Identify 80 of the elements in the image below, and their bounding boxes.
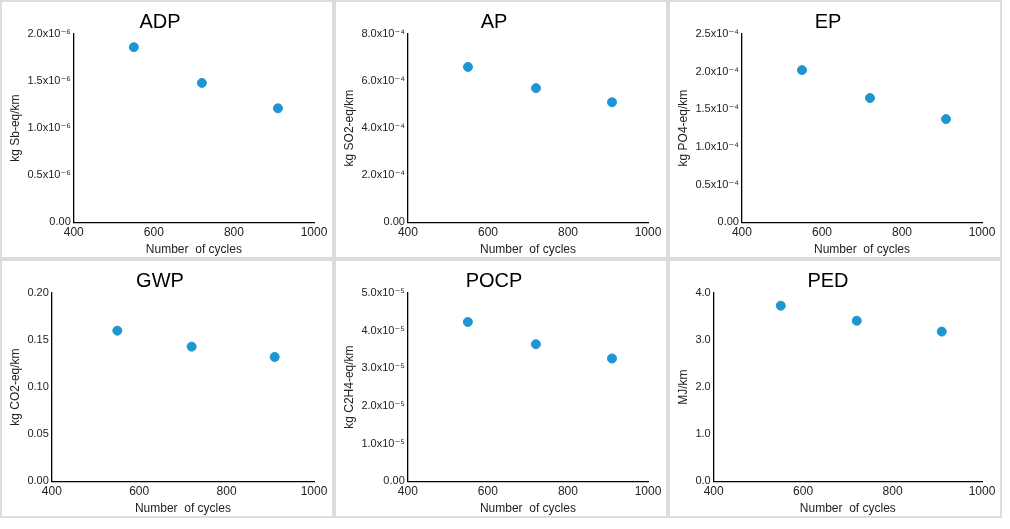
y-axis-title: kg C2H4-eq/km bbox=[341, 345, 356, 429]
x-tick-label: 1000 bbox=[634, 483, 662, 498]
y-tick-label: 4.0x10⁻⁵ bbox=[361, 323, 405, 336]
x-tick-label: 1000 bbox=[634, 224, 662, 239]
y-axis-title: kg CO2-eq/km bbox=[7, 348, 22, 426]
x-tick-label: 600 bbox=[477, 483, 499, 498]
y-axis-title: MJ/km bbox=[675, 369, 690, 405]
y-tick-label: 0.05 bbox=[27, 427, 49, 440]
y-tick-label: 1.0x10⁻⁴ bbox=[695, 139, 740, 152]
chart-title: PED bbox=[807, 268, 849, 291]
x-axis-title: Number of cycles bbox=[479, 242, 576, 257]
x-tick-label: 800 bbox=[882, 483, 903, 498]
x-axis-title: Number of cycles bbox=[813, 242, 910, 257]
y-tick-label: 3.0x10⁻⁵ bbox=[361, 361, 405, 374]
point bbox=[775, 300, 786, 311]
y-tick-label: 6.0x10⁻⁴ bbox=[361, 74, 406, 87]
point bbox=[796, 65, 807, 76]
x-tick-label: 800 bbox=[557, 224, 579, 239]
y-tick-label: 2.5x10⁻⁴ bbox=[695, 27, 740, 40]
point bbox=[940, 114, 951, 125]
y-tick-label: 1.0x10⁻⁵ bbox=[361, 436, 405, 449]
x-axis-title: Number of cycles bbox=[479, 501, 576, 516]
chart-title: POCP bbox=[465, 268, 523, 291]
x-tick-label: 600 bbox=[793, 483, 814, 498]
x-tick-label: 800 bbox=[557, 483, 579, 498]
point bbox=[851, 315, 862, 326]
x-axis-title: Number of cycles bbox=[799, 501, 896, 516]
chart-title: ADP bbox=[139, 9, 181, 32]
y-tick-label: 0.5x10⁻⁶ bbox=[27, 168, 71, 181]
point bbox=[186, 341, 197, 352]
x-axis-title: Number of cycles bbox=[134, 501, 231, 516]
chart-title: AP bbox=[480, 9, 508, 32]
x-tick-label: 800 bbox=[223, 224, 245, 239]
x-tick-label: 1000 bbox=[968, 224, 996, 239]
x-tick-label: 800 bbox=[216, 483, 237, 498]
point bbox=[272, 103, 283, 114]
y-tick-label: 1.5x10⁻⁴ bbox=[695, 102, 740, 115]
y-tick-label: 2.0x10⁻⁵ bbox=[361, 398, 405, 411]
point bbox=[128, 42, 139, 53]
point bbox=[112, 325, 123, 336]
point bbox=[530, 83, 541, 94]
y-axis-title: kg SO2-eq/km bbox=[341, 89, 356, 167]
y-tick-label: 3.0 bbox=[695, 333, 711, 346]
y-tick-label: 8.0x10⁻⁴ bbox=[361, 27, 406, 40]
y-tick-label: 1.0x10⁻⁶ bbox=[27, 121, 71, 134]
y-tick-label: 0.10 bbox=[27, 380, 49, 393]
y-tick-label: 1.0 bbox=[695, 427, 711, 440]
point bbox=[606, 353, 617, 364]
point bbox=[462, 316, 473, 327]
point bbox=[864, 92, 875, 103]
point bbox=[530, 339, 541, 350]
y-tick-label: 1.5x10⁻⁶ bbox=[27, 74, 71, 87]
x-tick-label: 1000 bbox=[300, 224, 328, 239]
y-tick-label: 2.0x10⁻⁴ bbox=[695, 64, 740, 77]
y-tick-label: 2.0x10⁻⁶ bbox=[27, 27, 71, 40]
y-tick-label: 4.0x10⁻⁴ bbox=[361, 121, 406, 134]
x-axis-title: Number of cycles bbox=[145, 242, 242, 257]
x-tick-label: 800 bbox=[891, 224, 913, 239]
y-tick-label: 0.5x10⁻⁴ bbox=[695, 177, 740, 190]
y-axis-title: kg PO4-eq/km bbox=[675, 89, 690, 167]
x-tick-label: 600 bbox=[477, 224, 499, 239]
point bbox=[936, 326, 947, 337]
point bbox=[269, 351, 280, 362]
point bbox=[606, 97, 617, 108]
y-tick-label: 4.0 bbox=[695, 286, 711, 299]
y-tick-label: 0.20 bbox=[27, 286, 49, 299]
point bbox=[462, 61, 473, 72]
x-tick-label: 600 bbox=[811, 224, 833, 239]
chart-title: EP bbox=[814, 9, 842, 32]
point bbox=[196, 77, 207, 88]
y-tick-label: 2.0x10⁻⁴ bbox=[361, 168, 406, 181]
y-tick-label: 0.15 bbox=[27, 333, 49, 346]
x-tick-label: 1000 bbox=[300, 483, 328, 498]
x-tick-label: 1000 bbox=[968, 483, 996, 498]
y-axis-title: kg Sb-eq/km bbox=[7, 94, 22, 162]
chart-title: GWP bbox=[136, 268, 184, 291]
x-tick-label: 600 bbox=[129, 483, 150, 498]
y-tick-label: 2.0 bbox=[695, 380, 711, 393]
x-tick-label: 600 bbox=[143, 224, 165, 239]
y-tick-label: 5.0x10⁻⁵ bbox=[361, 286, 405, 299]
